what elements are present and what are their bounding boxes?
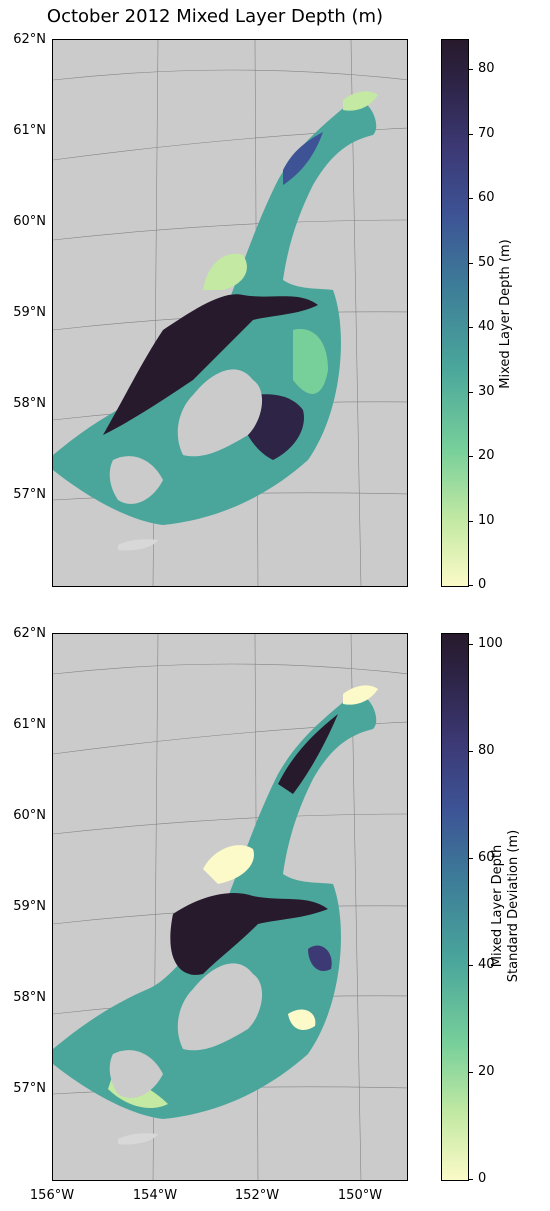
- colorbar-mean-tick-30: 30: [468, 384, 495, 399]
- lon-label-150w: 150°W: [337, 1188, 383, 1203]
- lat-label-60n-top: 60°N: [13, 214, 46, 229]
- colorbar-mean-tick-80: 80: [468, 61, 495, 76]
- lat-label-62n-bottom: 62°N: [13, 626, 46, 641]
- figure-title: October 2012 Mixed Layer Depth (m): [46, 6, 384, 27]
- colorbar-mean-label: Mixed Layer Depth (m): [498, 239, 513, 389]
- lat-label-61n-top: 61°N: [13, 123, 46, 138]
- colorbar-mean-tick-20: 20: [468, 448, 495, 463]
- colorbar-stddev-tick-40: 40: [468, 957, 495, 972]
- colorbar-mean-tick-70: 70: [468, 126, 495, 141]
- map-panel-mean: [52, 39, 408, 587]
- map-graphic-mean: [53, 40, 407, 586]
- colorbar-mean-tick-40: 40: [468, 319, 495, 334]
- lon-label-154w: 154°W: [132, 1188, 178, 1203]
- colorbar-mean-tick-50: 50: [468, 255, 495, 270]
- colorbar-stddev: [441, 633, 469, 1181]
- lon-label-152w: 152°W: [234, 1188, 280, 1203]
- colorbar-stddev-tick-100: 100: [468, 636, 503, 651]
- lat-label-57n-bottom: 57°N: [13, 1081, 46, 1096]
- colorbar-stddev-tick-0: 0: [467, 1171, 487, 1186]
- lat-label-58n-bottom: 58°N: [13, 990, 46, 1005]
- colorbar-stddev-label-line1: Mixed Layer Depth: [490, 844, 505, 968]
- colorbar-mean-tick-60: 60: [468, 190, 495, 205]
- lat-label-62n-top: 62°N: [13, 32, 46, 47]
- lat-label-59n-top: 59°N: [13, 305, 46, 320]
- colorbar-stddev-tick-60: 60: [468, 850, 495, 865]
- map-graphic-stddev: [53, 634, 407, 1180]
- colorbar-mean: [441, 39, 469, 587]
- colorbar-stddev-label: Mixed Layer Depth Standard Deviation (m): [490, 806, 522, 1006]
- lat-label-60n-bottom: 60°N: [13, 808, 46, 823]
- lat-label-58n-top: 58°N: [13, 396, 46, 411]
- lat-label-61n-bottom: 61°N: [13, 717, 46, 732]
- colorbar-stddev-tick-80: 80: [468, 743, 495, 758]
- colorbar-mean-tick-10: 10: [468, 513, 495, 528]
- colorbar-stddev-tick-20: 20: [468, 1064, 495, 1079]
- map-panel-stddev: [52, 633, 408, 1181]
- lat-label-59n-bottom: 59°N: [13, 899, 46, 914]
- colorbar-mean-tick-0: 0: [467, 577, 487, 592]
- lon-label-156w: 156°W: [29, 1188, 75, 1203]
- colorbar-stddev-label-line2: Standard Deviation (m): [506, 829, 521, 983]
- lat-label-57n-top: 57°N: [13, 487, 46, 502]
